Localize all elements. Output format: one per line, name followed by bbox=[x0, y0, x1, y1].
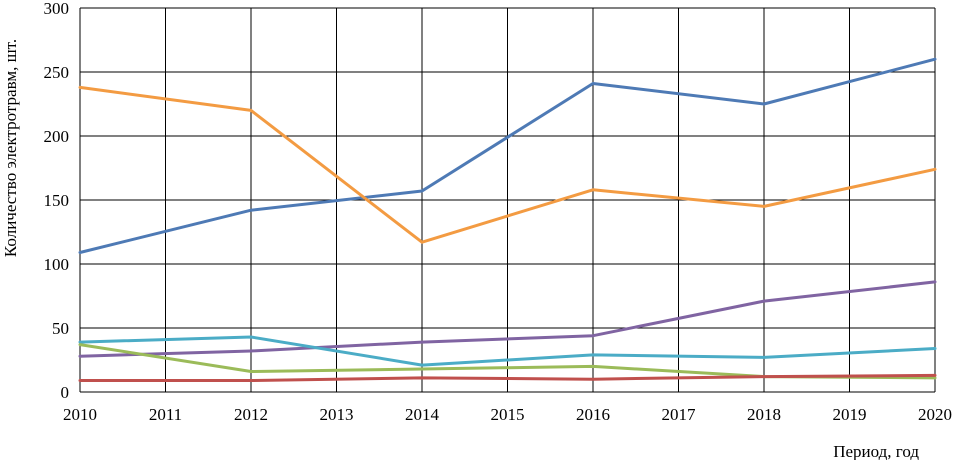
x-tick-label: 2020 bbox=[918, 405, 952, 424]
series-line-3 bbox=[78, 280, 937, 358]
x-tick-label: 2011 bbox=[149, 405, 182, 424]
y-axis-title: Количество электротравм, шт. bbox=[1, 39, 20, 257]
y-tick-labels: 0 50 100 150 200 250 300 bbox=[44, 0, 70, 402]
series-group bbox=[78, 57, 937, 382]
x-tick-label: 2015 bbox=[491, 405, 525, 424]
x-tick-labels: 2010 2011 2012 2013 2014 2015 2016 2017 2018 2019… bbox=[63, 405, 952, 424]
x-tick-label: 2019 bbox=[833, 405, 867, 424]
x-tick-label: 2016 bbox=[576, 405, 610, 424]
y-tick-label: 250 bbox=[44, 63, 70, 82]
x-tick-label: 2017 bbox=[662, 405, 697, 424]
y-tick-label: 200 bbox=[44, 127, 70, 146]
grid bbox=[79, 7, 936, 393]
x-axis-title: Период, год bbox=[833, 442, 919, 460]
x-tick-label: 2018 bbox=[747, 405, 781, 424]
x-tick-label: 2012 bbox=[234, 405, 268, 424]
x-tick-label: 2010 bbox=[63, 405, 97, 424]
x-tick-label: 2013 bbox=[320, 405, 354, 424]
y-tick-label: 50 bbox=[52, 319, 69, 338]
y-tick-label: 0 bbox=[61, 383, 70, 402]
y-tick-label: 100 bbox=[44, 255, 70, 274]
series-line-2 bbox=[78, 85, 937, 244]
y-tick-label: 150 bbox=[44, 191, 70, 210]
series-line-4 bbox=[78, 335, 937, 367]
series-line-1 bbox=[78, 57, 937, 254]
series-line-6 bbox=[78, 373, 937, 382]
x-tick-label: 2014 bbox=[405, 405, 440, 424]
y-tick-label: 300 bbox=[44, 0, 70, 18]
